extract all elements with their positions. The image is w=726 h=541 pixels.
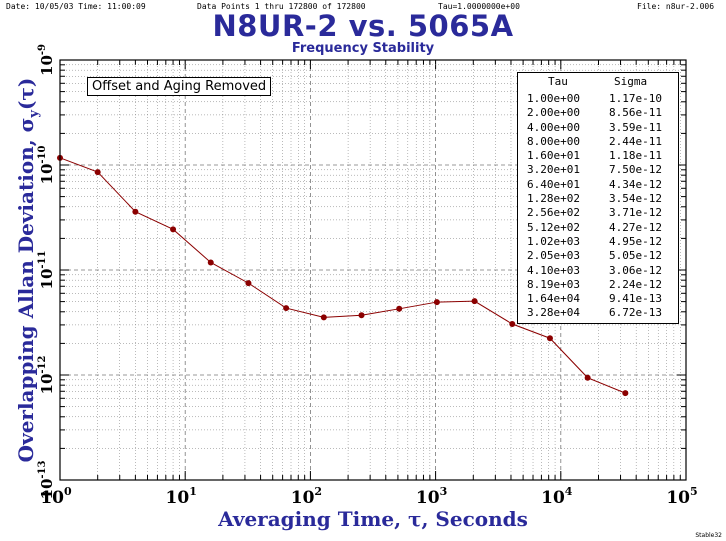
table-cell-sigma: 6.72e-13 [609,306,662,320]
y-tick-label: 10-9 [37,44,56,76]
table-cell-tau: 3.20e+01 [527,163,580,177]
table-cell-tau: 1.60e+01 [527,149,580,163]
table-row: 1.64e+04 9.41e-13 [527,292,662,306]
table-row: 4.10e+03 3.06e-12 [527,264,662,278]
data-point [132,208,139,215]
chart-title: N8UR-2 vs. 5065A [212,9,514,43]
table-row: 2.56e+02 3.71e-12 [527,206,662,220]
table-cell-tau: 5.12e+02 [527,220,580,234]
data-point [245,280,252,287]
table-cell-sigma: 2.44e-11 [609,134,662,148]
y-tick-label: 10-10 [37,145,56,184]
results-table: Tau Sigma 1.00e+00 1.17e-10 2.00e+00 8.56e-… [517,72,679,324]
table-cell-tau: 1.00e+00 [527,92,580,105]
y-axis-label: Overlapping Allan Deviation, σy(τ) [14,77,42,463]
header-data-points: Data Points 1 thru 172800 of 172800 [197,2,366,11]
table-cell-tau: 4.10e+03 [527,263,580,277]
table-row: 3.28e+04 6.72e-13 [527,306,662,320]
table-cell-sigma: 3.06e-12 [609,263,662,277]
table-cell-tau: 2.05e+03 [527,249,580,263]
table-cell-sigma: 2.24e-12 [609,277,662,291]
table-cell-sigma: 3.54e-12 [609,192,662,206]
table-row: 1.02e+03 4.95e-12 [527,235,662,249]
y-tick-label: 10-12 [37,355,56,394]
header-file: File: n8ur-2.006 [637,2,715,11]
data-point [622,390,629,397]
data-point [584,374,591,381]
y-tick-label: 10-11 [37,251,56,290]
footer-note: Stable32 [695,532,722,539]
x-tick-label: 103 [416,485,447,508]
data-point [433,299,440,306]
series-line [57,154,629,397]
data-point [283,305,290,312]
data-point [94,169,101,176]
table-cell-tau: 2.56e+02 [527,206,580,220]
annotation-box: Offset and Aging Removed [87,77,272,96]
table-cell-tau: 8.19e+03 [527,277,580,291]
table-cell-sigma: 8.56e-11 [609,106,662,120]
y-axis-label-wrap: Overlapping Allan Deviation, σy(τ) [14,60,42,480]
table-cell-tau: 8.00e+00 [527,134,580,148]
table-cell-sigma: 9.41e-13 [609,292,662,306]
y-tick-labels: 10-13 10-12 10-11 10-10 10-9 [37,44,56,500]
table-cell-tau: 3.28e+04 [527,306,580,320]
data-point [471,298,478,305]
table-header-tau: Tau [548,75,568,88]
x-tick-label: 105 [666,485,697,508]
table-cell-sigma: 7.50e-12 [609,163,662,177]
table-row: 3.20e+01 7.50e-12 [527,163,662,177]
data-point [546,335,553,342]
x-tick-label: 104 [541,485,573,508]
table-cell-sigma: 4.34e-12 [609,177,662,191]
header-tau: Tau=1.0000000e+00 [438,2,520,11]
table-row: 2.05e+03 5.05e-12 [527,249,662,263]
table-row: 1.00e+00 1.17e-10 [527,92,662,106]
x-tick-labels: 100 101 102 103 104 105 [40,485,697,508]
data-point [170,226,177,233]
table-cell-sigma: 5.05e-12 [609,249,662,263]
series-path [59,157,626,394]
table-cell-tau: 2.00e+00 [527,106,580,120]
data-point [320,314,327,321]
table-cell-tau: 1.02e+03 [527,234,580,248]
x-tick-label: 102 [291,485,322,508]
table-cell-sigma: 4.27e-12 [609,220,662,234]
data-point [207,259,214,266]
table-row: 5.12e+02 4.27e-12 [527,221,662,235]
table-cell-sigma: 3.71e-12 [609,206,662,220]
table-cell-tau: 1.28e+02 [527,192,580,206]
y-tick-label: 10-13 [37,460,56,499]
x-axis-label: Averaging Time, τ, Seconds [218,507,528,531]
table-cell-tau: 6.40e+01 [527,177,580,191]
table-header-sigma: Sigma [614,75,648,88]
table-row: 1.60e+01 1.18e-11 [527,149,662,163]
table-row: 8.00e+00 2.44e-11 [527,135,662,149]
table-row: 1.28e+02 3.54e-12 [527,192,662,206]
table-cell-sigma: 4.95e-12 [609,234,662,248]
table-row: 2.00e+00 8.56e-11 [527,106,662,120]
table-cell-tau: 1.64e+04 [527,292,580,306]
data-point [358,312,365,319]
data-point [509,320,516,327]
chart-subtitle: Frequency Stability [291,41,435,56]
table-row: 8.19e+03 2.24e-12 [527,278,662,292]
table-cell-sigma: 1.18e-11 [609,149,662,163]
table-rows: 1.00e+00 1.17e-10 2.00e+00 8.56e-11 4.00e+00… [527,92,662,321]
table-row: 4.00e+00 3.59e-11 [527,121,662,135]
header-date: Date: 10/05/03 Time: 11:00:09 [6,2,146,11]
table-cell-sigma: 3.59e-11 [609,120,662,134]
data-point [396,305,403,312]
x-tick-label: 101 [166,485,197,508]
plot-frame [59,59,687,481]
x-tick-label: 100 [40,485,72,508]
table-cell-tau: 4.00e+00 [527,120,580,134]
table-row: 6.40e+01 4.34e-12 [527,178,662,192]
table-cell-sigma: 1.17e-10 [609,92,662,105]
